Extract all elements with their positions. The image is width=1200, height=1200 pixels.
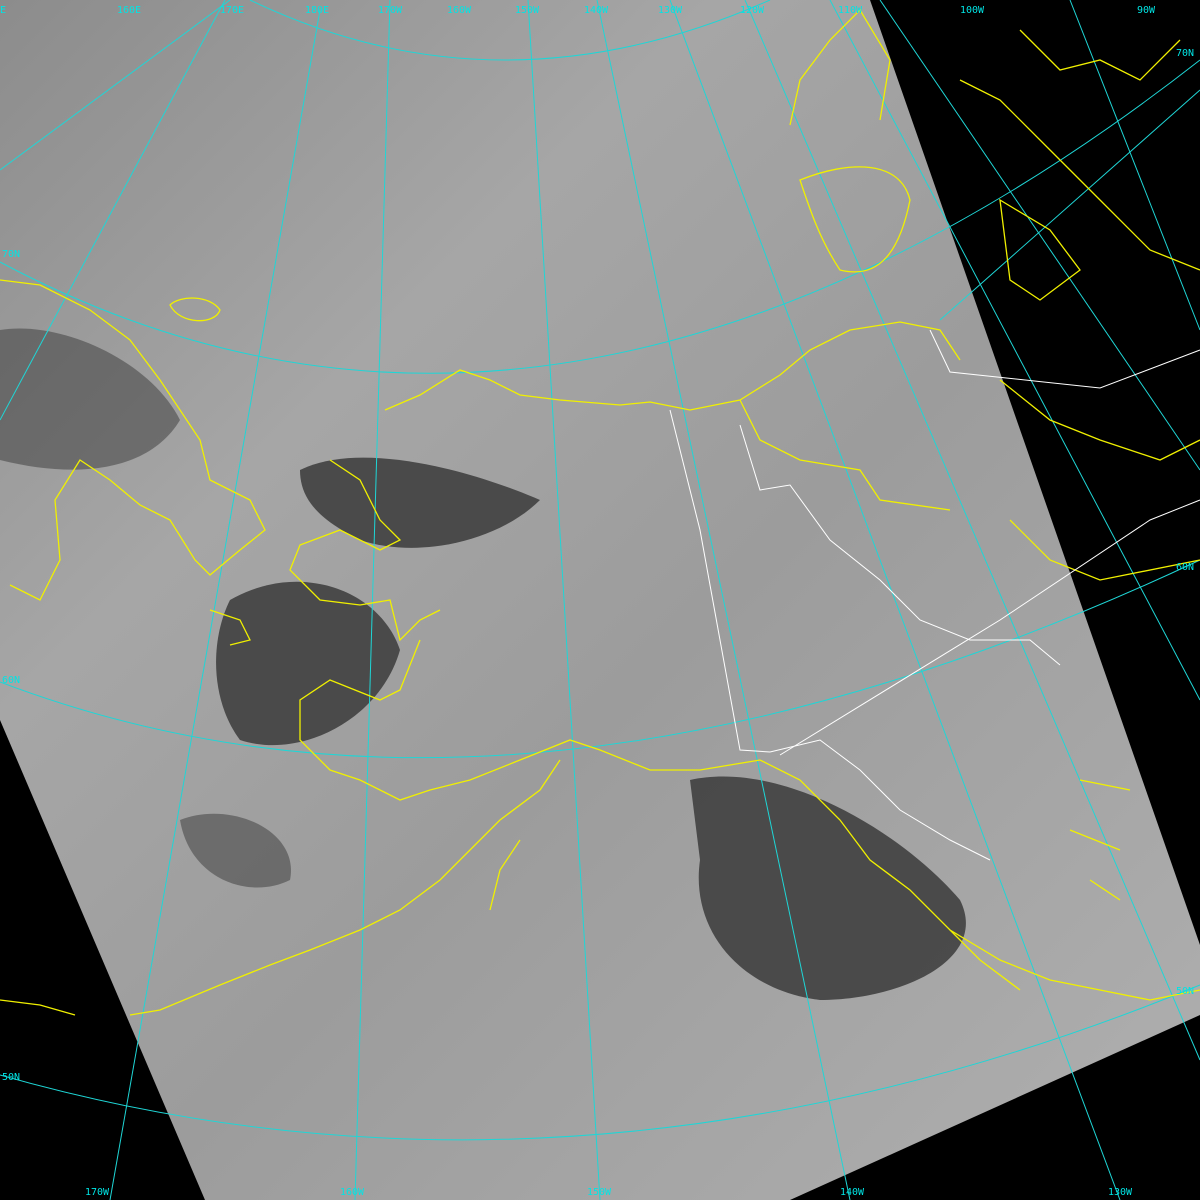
label-bottom-140w: 140W <box>840 1187 865 1198</box>
label-top-150w: 150W <box>515 5 540 16</box>
label-bottom-170w: 170W <box>85 1187 110 1198</box>
top-labels: E 160E 170E 180E 170W 160W 150W 140W 130… <box>0 5 1156 16</box>
label-top-130w: 130W <box>658 5 683 16</box>
label-bottom-160w: 160W <box>340 1187 365 1198</box>
label-top-0: E <box>0 5 6 16</box>
label-top-170w: 170W <box>378 5 403 16</box>
label-left-50n: 50N <box>2 1072 20 1083</box>
label-top-160w: 160W <box>447 5 472 16</box>
label-bottom-130w: 130W <box>1108 1187 1133 1198</box>
label-top-180e: 180E <box>305 5 329 16</box>
label-top-90w: 90W <box>1137 5 1156 16</box>
bottom-labels: 170W 160W 150W 140W 130W <box>85 1187 1133 1198</box>
right-labels: 70N 60N 50N <box>1176 48 1194 997</box>
parallels <box>0 0 1200 1141</box>
label-top-110w: 110W <box>838 5 863 16</box>
label-top-170e: 170E <box>220 5 244 16</box>
label-bottom-150w: 150W <box>587 1187 612 1198</box>
label-left-70n: 70N <box>2 249 20 260</box>
clear-ocean-areas <box>0 328 966 1000</box>
label-top-100w: 100W <box>960 5 985 16</box>
label-top-120w: 120W <box>740 5 765 16</box>
label-right-70n: 70N <box>1176 48 1194 59</box>
label-top-160e: 160E <box>117 5 141 16</box>
coastlines <box>0 8 1200 1016</box>
label-right-60n: 60N <box>1176 562 1194 573</box>
label-right-50n: 50N <box>1176 986 1194 997</box>
label-left-60n: 60N <box>2 675 20 686</box>
borders <box>669 329 1200 861</box>
left-labels: 70N 60N 50N <box>2 249 20 1083</box>
label-top-140w: 140W <box>584 5 609 16</box>
